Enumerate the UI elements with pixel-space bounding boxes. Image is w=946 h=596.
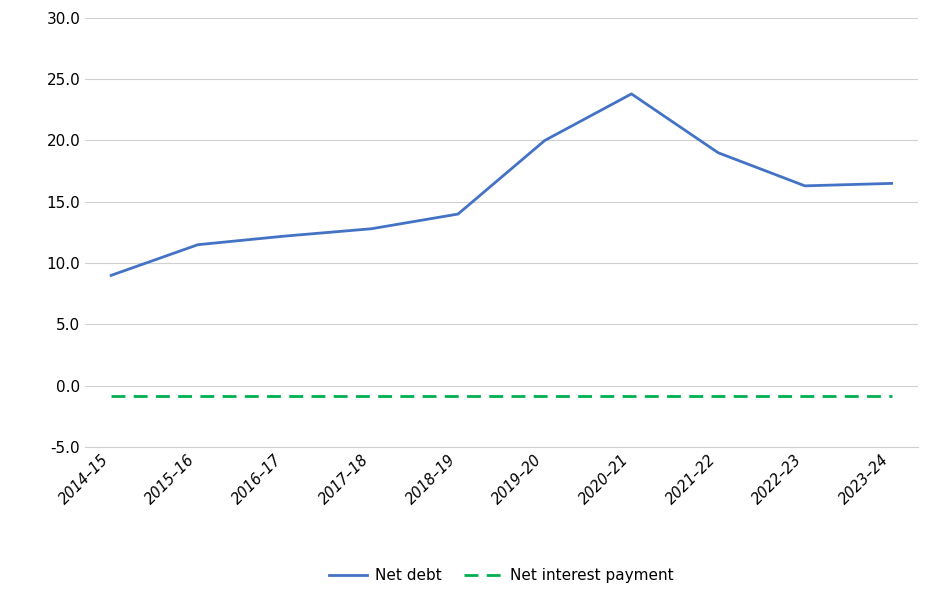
Net debt bbox=[799, 182, 811, 190]
Legend: Net debt, Net interest payment: Net debt, Net interest payment bbox=[323, 563, 680, 589]
Net interest payment bbox=[105, 392, 116, 399]
Net debt bbox=[365, 225, 377, 232]
Line: Net debt: Net debt bbox=[111, 94, 891, 275]
Net interest payment bbox=[625, 392, 637, 399]
Net debt bbox=[539, 137, 551, 144]
Net debt bbox=[279, 232, 290, 240]
Net interest payment bbox=[885, 392, 897, 399]
Net interest payment bbox=[365, 392, 377, 399]
Net debt bbox=[885, 180, 897, 187]
Net debt bbox=[712, 149, 724, 156]
Net debt bbox=[192, 241, 203, 249]
Net interest payment bbox=[799, 392, 811, 399]
Net interest payment bbox=[279, 392, 290, 399]
Net debt bbox=[105, 272, 116, 279]
Net interest payment bbox=[539, 392, 551, 399]
Net interest payment bbox=[192, 392, 203, 399]
Net debt bbox=[625, 91, 637, 98]
Net interest payment bbox=[452, 392, 464, 399]
Net debt bbox=[452, 210, 464, 218]
Net interest payment bbox=[712, 392, 724, 399]
